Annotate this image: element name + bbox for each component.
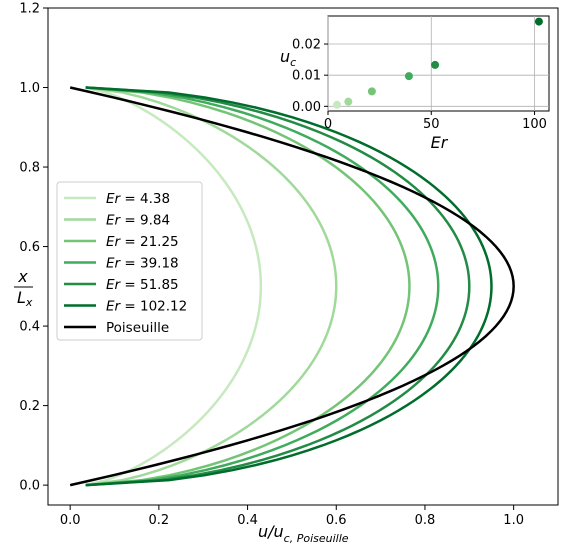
main-x-axis: 0.0 0.2 0.4 0.6 0.8 1.0 (60, 505, 524, 528)
legend-frame (56, 181, 203, 341)
legend-label: Poiseuille (106, 320, 169, 336)
series-line (69, 86, 515, 487)
main-x-tick-label: 0.4 (237, 513, 258, 528)
inset-x-axis: 0 50 100 (324, 111, 547, 132)
legend-label: Er = 102.12 (106, 299, 187, 315)
main-y-axis-label: x Lx (14, 267, 33, 309)
main-x-tick-label: 0.6 (326, 513, 347, 528)
legend-label: Er = 9.84 (106, 213, 170, 229)
main-y-tick-label: 1.2 (19, 2, 40, 17)
inset-point (367, 87, 376, 96)
inset-x-tick-label: 0 (324, 117, 332, 132)
main-y-tick-label: 0.2 (19, 399, 40, 414)
main-y-tick-label: 1.0 (19, 81, 40, 96)
series-line (85, 86, 493, 487)
inset-y-tick-label: 0.01 (292, 69, 321, 84)
main-y-tick-label: 0.8 (19, 161, 40, 176)
inset-point (333, 100, 342, 109)
inset-plot: 0 50 100 0.00 0.01 0.02 Er uc (280, 15, 550, 152)
series-line (85, 86, 263, 487)
main-series-lines (69, 86, 515, 487)
inset-point (431, 60, 440, 69)
main-x-tick-label: 0.0 (60, 513, 81, 528)
legend: Er = 4.38 Er = 9.84 Er = 21.25 Er = 39.18 Er… (56, 181, 203, 341)
inset-y-tick-label: 0.02 (292, 38, 321, 53)
series-line (85, 86, 338, 487)
main-x-tick-label: 0.2 (149, 513, 170, 528)
inset-grid (327, 16, 549, 111)
legend-label: Er = 39.18 (106, 256, 179, 272)
inset-x-axis-label: Er (431, 133, 449, 152)
series-line (85, 86, 471, 487)
main-x-tick-label: 1.0 (503, 513, 524, 528)
y-label-numerator: x (17, 267, 28, 286)
legend-label: Er = 4.38 (106, 191, 170, 207)
main-y-axis: 0.0 0.2 0.4 0.6 0.8 1.0 1.2 (19, 2, 48, 494)
inset-y-axis: 0.00 0.01 0.02 (292, 38, 328, 115)
inset-point (534, 17, 543, 26)
main-y-tick-label: 0.6 (19, 240, 40, 255)
inset-y-tick-label: 0.00 (292, 100, 321, 115)
y-label-denominator: Lx (17, 288, 33, 309)
inset-points (333, 17, 543, 109)
inset-point (404, 72, 413, 81)
main-y-tick-label: 0.4 (19, 320, 40, 335)
main-x-axis-label: u/uc, Poiseuille (258, 522, 349, 545)
main-y-tick-label: 0.0 (19, 479, 40, 494)
inset-x-tick-label: 100 (522, 117, 547, 132)
inset-y-axis-label: uc (280, 47, 296, 69)
legend-label: Er = 21.25 (106, 234, 179, 250)
inset-point (344, 97, 353, 106)
legend-label: Er = 51.85 (106, 277, 179, 293)
main-x-tick-label: 0.8 (415, 513, 436, 528)
series-line (85, 86, 440, 487)
inset-x-tick-label: 50 (423, 117, 440, 132)
